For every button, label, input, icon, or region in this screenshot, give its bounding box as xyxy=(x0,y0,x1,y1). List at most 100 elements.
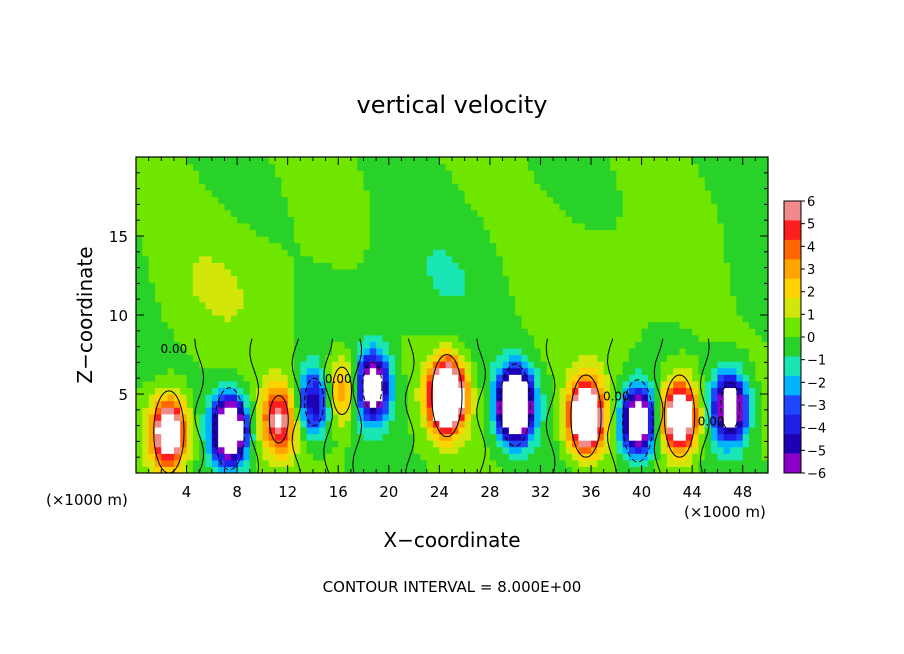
field-cell xyxy=(470,216,478,224)
field-cell xyxy=(641,236,649,244)
field-cell xyxy=(749,282,756,290)
field-cell xyxy=(154,453,162,461)
field-cell xyxy=(433,295,440,303)
field-cell xyxy=(736,163,744,171)
field-cell xyxy=(527,315,535,323)
field-cell xyxy=(401,295,409,303)
field-cell xyxy=(237,262,245,270)
field-cell xyxy=(312,347,320,356)
field-cell xyxy=(331,380,339,389)
field-cell xyxy=(711,426,719,435)
field-cell xyxy=(218,282,226,290)
field-cell xyxy=(742,466,750,473)
field-cell xyxy=(369,282,377,290)
field-cell xyxy=(186,249,194,257)
field-cell xyxy=(692,315,700,323)
field-cell xyxy=(761,426,768,435)
field-cell xyxy=(546,229,554,237)
field-cell xyxy=(470,440,478,448)
field-cell xyxy=(755,255,763,263)
field-cell xyxy=(211,374,219,382)
field-cell xyxy=(711,189,719,198)
field-cell xyxy=(199,236,207,244)
field-cell xyxy=(641,157,649,165)
field-cell xyxy=(489,400,497,408)
field-cell xyxy=(388,315,396,323)
field-cell xyxy=(591,361,598,369)
field-cell xyxy=(635,255,643,263)
field-cell xyxy=(142,387,150,395)
field-cell xyxy=(496,262,504,270)
field-cell xyxy=(698,387,706,395)
field-cell xyxy=(527,236,535,244)
field-cell xyxy=(622,433,630,441)
field-cell xyxy=(395,420,403,428)
field-cell xyxy=(224,288,232,296)
field-cell xyxy=(546,334,554,342)
field-cell xyxy=(205,163,213,171)
field-cell xyxy=(306,413,314,421)
field-cell xyxy=(534,413,542,421)
field-cell xyxy=(698,354,706,362)
field-cell xyxy=(401,275,409,283)
field-cell xyxy=(704,295,712,303)
field-cell xyxy=(559,321,567,329)
field-cell xyxy=(610,229,617,237)
field-cell xyxy=(470,321,478,329)
field-cell xyxy=(230,341,238,349)
field-cell xyxy=(414,176,421,184)
field-cell xyxy=(154,466,162,473)
field-cell xyxy=(470,400,478,408)
field-cell xyxy=(761,328,768,336)
field-cell xyxy=(742,354,750,362)
field-cell xyxy=(572,157,579,165)
field-cell xyxy=(161,295,169,303)
field-cell xyxy=(622,183,630,191)
field-cell xyxy=(420,249,428,257)
field-cell xyxy=(470,433,478,441)
field-cell xyxy=(382,413,390,421)
field-cell xyxy=(407,440,415,448)
field-cell xyxy=(502,157,510,165)
field-cell xyxy=(515,308,523,316)
field-cell xyxy=(420,334,428,342)
field-cell xyxy=(173,440,181,448)
field-cell xyxy=(357,308,365,316)
field-cell xyxy=(679,361,687,369)
field-cell xyxy=(483,446,491,454)
field-cell xyxy=(527,196,535,204)
field-cell xyxy=(559,394,567,402)
field-cell xyxy=(540,315,548,323)
field-cell xyxy=(338,426,346,435)
field-cell xyxy=(154,407,162,415)
field-cell xyxy=(186,334,194,342)
field-cell xyxy=(262,453,270,461)
field-cell xyxy=(167,262,175,270)
field-cell xyxy=(761,321,768,329)
field-cell xyxy=(559,189,567,198)
field-cell xyxy=(230,413,238,421)
field-cell xyxy=(736,413,744,421)
field-cell xyxy=(167,315,175,323)
field-cell xyxy=(136,400,143,408)
field-cell xyxy=(578,242,586,250)
field-cell xyxy=(553,203,561,211)
field-cell xyxy=(376,196,384,204)
field-cell xyxy=(603,459,611,468)
field-cell xyxy=(331,295,339,303)
field-cell xyxy=(218,163,226,171)
field-cell xyxy=(717,222,725,231)
field-cell xyxy=(698,242,706,250)
field-cell xyxy=(603,255,611,263)
field-cell xyxy=(489,268,497,277)
field-cell xyxy=(597,262,605,270)
field-cell xyxy=(331,394,339,402)
field-cell xyxy=(300,255,308,263)
field-cell xyxy=(458,347,466,356)
field-cell xyxy=(591,433,598,441)
field-cell xyxy=(565,268,573,277)
field-cell xyxy=(534,407,542,415)
field-cell xyxy=(553,196,561,204)
field-cell xyxy=(211,236,219,244)
field-cell xyxy=(224,209,232,217)
